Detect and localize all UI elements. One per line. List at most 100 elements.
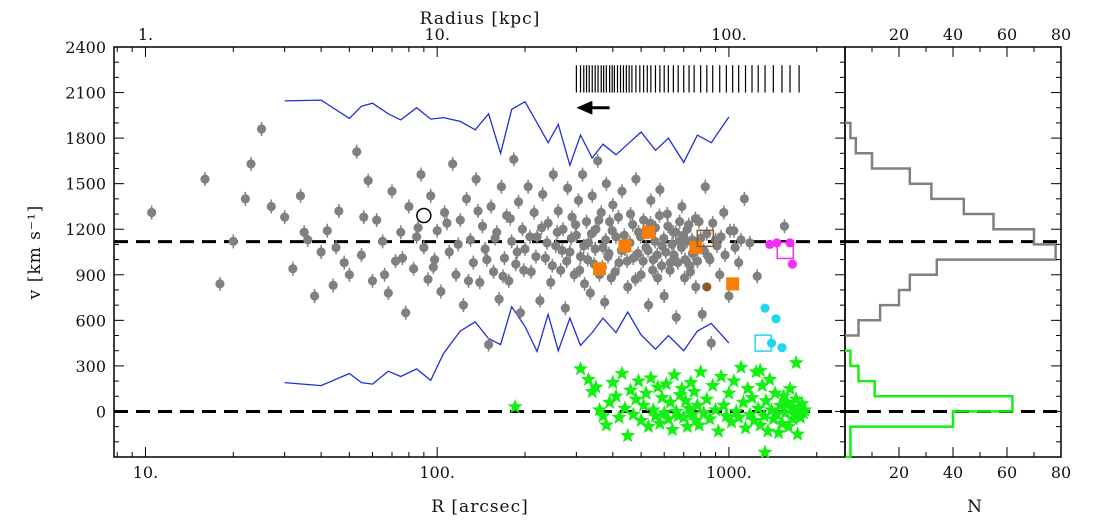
point (367, 276, 378, 286)
point (628, 220, 638, 230)
point (494, 294, 504, 304)
point (706, 338, 716, 348)
point (577, 169, 588, 180)
histogram-panel: 20 20 40 40 60 60 80 80 N (844, 25, 1071, 517)
point (432, 226, 442, 236)
star-point (696, 405, 712, 420)
point (408, 264, 419, 274)
point (453, 239, 463, 250)
star-point (691, 417, 707, 432)
point (372, 215, 382, 225)
point (547, 261, 557, 271)
point (461, 194, 472, 204)
point (716, 232, 726, 242)
point (630, 274, 640, 284)
point (771, 314, 781, 324)
y-tick-label: 0 (96, 402, 106, 421)
square-point (726, 277, 740, 291)
scatter-panel: 10. 100. 1000. 1. 10. 100. 0 300 600 900 1200 1500 1… (25, 9, 846, 517)
top-axis-title: Radius [kpc] (420, 9, 541, 29)
star-point (677, 392, 694, 408)
star-point (654, 389, 670, 405)
star-point (752, 417, 768, 432)
point (565, 247, 575, 257)
point (228, 236, 238, 246)
point (553, 206, 563, 216)
point (680, 254, 690, 265)
envelope-curves (284, 99, 730, 387)
point (665, 265, 675, 275)
hist-x-tick-label: 40 (943, 463, 963, 482)
arrow-head (576, 100, 593, 115)
point (643, 245, 653, 256)
point (702, 229, 712, 239)
star-point (693, 364, 709, 379)
square-point (592, 262, 606, 276)
star-point (645, 401, 661, 417)
star-point (737, 420, 754, 435)
axis-tick-labels: 10. 100. 1000. 1. 10. 100. 0 300 600 900 1200 1500 1… (65, 25, 752, 482)
star-point (647, 408, 664, 423)
point (760, 303, 770, 313)
y-tick-label: 300 (75, 357, 106, 376)
upper-envelope-line (284, 99, 730, 168)
star-point (638, 385, 654, 400)
point (505, 213, 515, 224)
point (752, 271, 762, 281)
point (240, 194, 250, 204)
point (552, 227, 562, 237)
star-point (602, 394, 618, 409)
star-point (750, 400, 766, 415)
star-point (608, 388, 624, 403)
point (593, 156, 603, 166)
point (604, 248, 614, 259)
point (594, 215, 604, 225)
histogram-steps (845, 121, 1057, 459)
point (570, 220, 581, 230)
star-point (666, 367, 682, 382)
data-points (147, 122, 813, 459)
point (684, 220, 694, 230)
point (691, 282, 701, 292)
point (622, 256, 632, 266)
point (680, 273, 690, 283)
point (650, 236, 660, 246)
point (652, 250, 662, 260)
star-point (662, 394, 678, 409)
hist-top-tick-label: 20 (889, 25, 909, 44)
point (540, 253, 551, 263)
point (619, 230, 629, 240)
y-tick-label: 600 (75, 311, 106, 330)
point (697, 309, 707, 319)
point (526, 267, 536, 277)
point (557, 245, 567, 256)
star-point (605, 374, 621, 390)
point (566, 233, 576, 243)
y-tick-label: 2400 (65, 38, 106, 57)
point (607, 226, 617, 236)
point (477, 221, 488, 231)
point (310, 291, 320, 301)
point (509, 154, 519, 164)
point (655, 185, 665, 195)
star-point (611, 409, 627, 424)
point (465, 235, 476, 245)
square-point (689, 240, 703, 254)
histogram-x-axis-title: N (967, 497, 983, 517)
point (511, 259, 521, 269)
point (455, 215, 465, 225)
point (288, 264, 298, 274)
point (383, 288, 393, 298)
star-point (628, 391, 644, 406)
point (404, 201, 414, 212)
point (690, 213, 701, 224)
y-tick-label: 900 (75, 266, 106, 285)
point (513, 197, 524, 207)
point (676, 242, 687, 253)
star-point (679, 418, 695, 434)
star-point (681, 400, 697, 415)
histogram-tick-labels: 20 20 40 40 60 60 80 80 (889, 25, 1071, 482)
point (654, 210, 665, 221)
point (745, 238, 755, 248)
y-tick-label: 1200 (65, 220, 106, 239)
